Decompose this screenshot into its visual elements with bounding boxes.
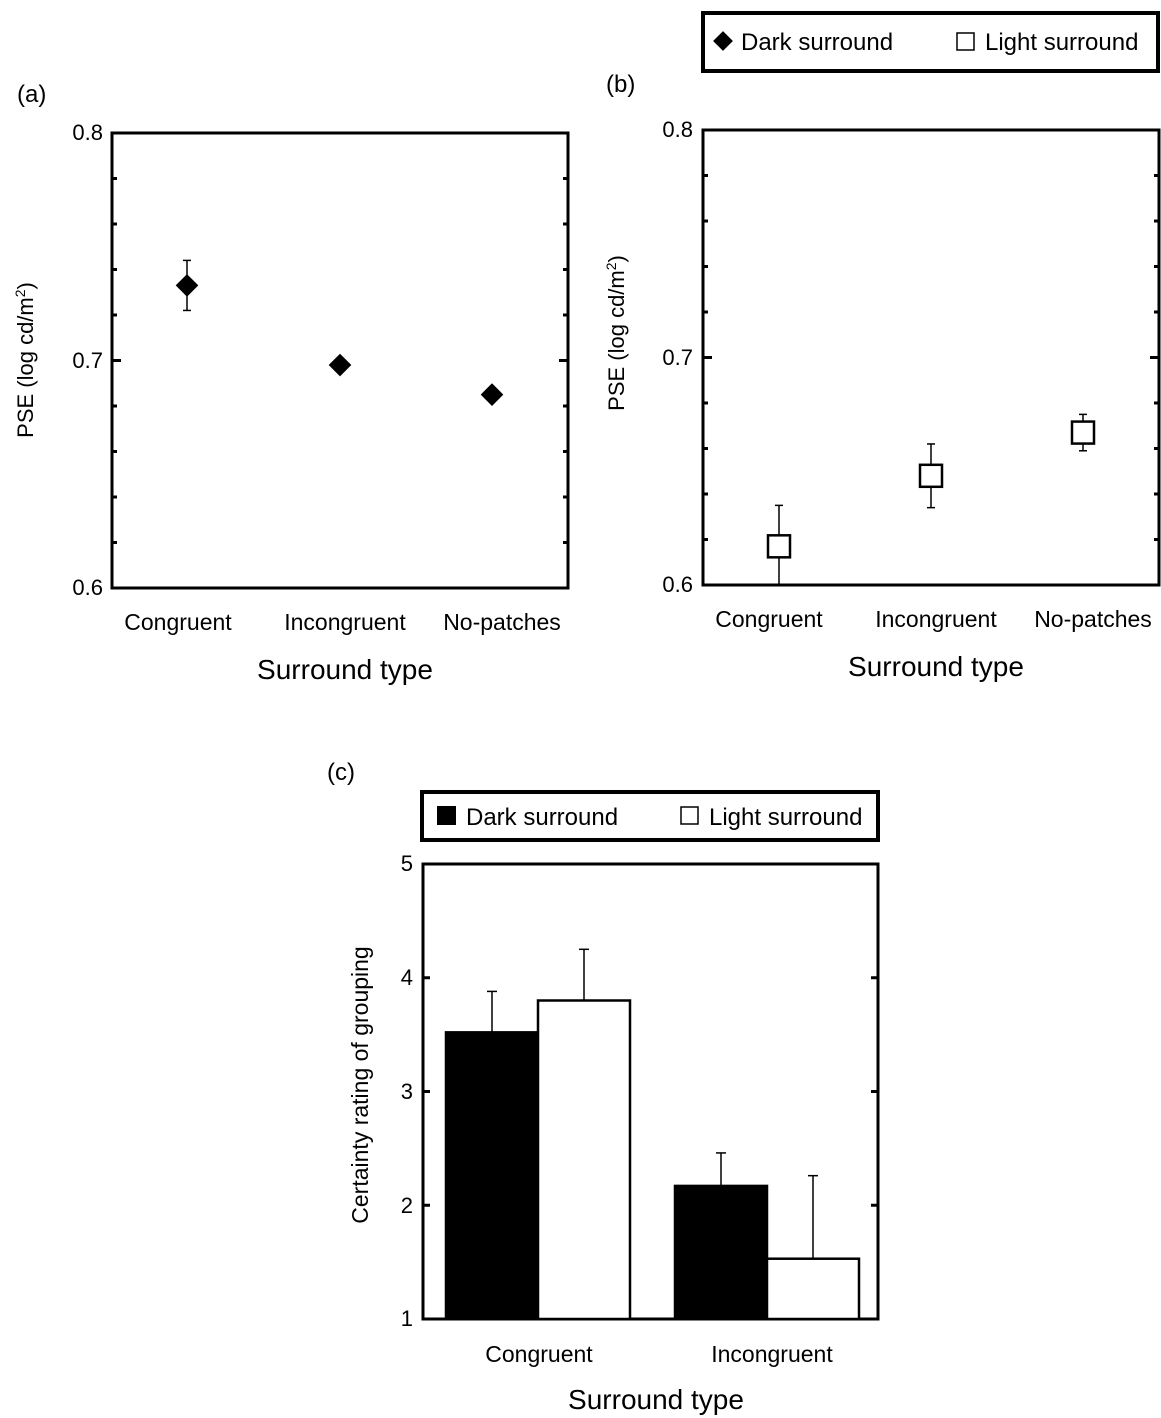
- panel-c-legend-box: [420, 790, 880, 842]
- legend-light-surround-label: Light surround: [709, 804, 862, 831]
- light-surround-square-point: [918, 463, 944, 489]
- panel-a-ticks: [112, 131, 568, 590]
- panel-c-xtick-label: Congruent: [485, 1341, 593, 1367]
- panel-c-marks: [444, 948, 861, 1321]
- panel-b-ytick-label: 0.6: [662, 572, 693, 597]
- panel-a-ytick-label: 0.7: [72, 348, 103, 373]
- panel-c-legend: Dark surround Light surround: [420, 790, 880, 842]
- panel-a-ytick-label: 0.6: [72, 575, 103, 600]
- panel-a-x-axis-label: Surround type: [257, 654, 433, 685]
- dark-surround-bar: [673, 1184, 769, 1321]
- panel-b-y-axis-label: PSE (log cd/m2): [603, 255, 629, 411]
- panel-a-xtick-label: No-patches: [443, 609, 561, 635]
- panel-b-xtick-label: Incongruent: [875, 606, 997, 632]
- light-surround-bar: [536, 999, 632, 1321]
- dark-surround-diamond-point: [175, 274, 199, 297]
- panel-a: (a) 0.8 0.7 0.6 PSE (log cd/m2) Congruen…: [12, 81, 570, 685]
- panel-b-x-axis-label: Surround type: [848, 651, 1024, 682]
- panel-a-xtick-label: Incongruent: [284, 609, 406, 635]
- panel-c-label: (c): [327, 759, 355, 786]
- legend-light-swatch-icon: [680, 806, 699, 825]
- panel-b-plot-frame: [701, 128, 1161, 587]
- light-surround-square-point: [1070, 420, 1096, 445]
- panel-a-ytick-label: 0.8: [72, 120, 103, 145]
- legend-dark-swatch-icon: [437, 806, 456, 825]
- panel-a-label: (a): [17, 81, 46, 108]
- panel-c-ytick-label: 3: [401, 1079, 413, 1104]
- panel-c-ytick-label: 1: [401, 1306, 413, 1331]
- panel-b-marks: [766, 413, 1096, 585]
- dark-surround-bar: [444, 1031, 540, 1321]
- panel-b-ytick-label: 0.7: [662, 345, 693, 370]
- panel-c-ytick-label: 5: [401, 851, 413, 876]
- panel-c-xtick-label: Incongruent: [711, 1341, 833, 1367]
- panel-c-ytick-label: 4: [401, 965, 413, 990]
- legend-dark-surround-label: Dark surround: [466, 804, 618, 831]
- panel-c-ytick-label: 2: [401, 1193, 413, 1218]
- legend-light-square-icon: [956, 32, 975, 51]
- panel-b-ytick-label: 0.8: [662, 117, 693, 142]
- panel-b-legend: Dark surround Light surround: [701, 11, 1160, 73]
- panel-c-x-axis-label: Surround type: [568, 1384, 744, 1415]
- panel-b-label: (b): [606, 71, 635, 98]
- light-surround-bar: [765, 1257, 861, 1321]
- legend-light-surround-label: Light surround: [985, 29, 1138, 56]
- panel-b-xtick-label: Congruent: [715, 606, 823, 632]
- panel-c: (c) Dark surround Light surround 5 4 3 2…: [327, 759, 880, 1415]
- panel-c-y-axis-label: Certainty rating of grouping: [347, 946, 373, 1223]
- panel-a-marks: [175, 259, 504, 406]
- panel-b-legend-box: [701, 11, 1160, 73]
- panel-a-xtick-label: Congruent: [124, 609, 232, 635]
- legend-dark-surround-label: Dark surround: [741, 29, 893, 56]
- panel-b-xtick-label: No-patches: [1034, 606, 1152, 632]
- dark-surround-diamond-point: [328, 353, 352, 377]
- panel-a-y-axis-label: PSE (log cd/m2): [12, 282, 38, 438]
- panel-b: (b) Dark surround Light surround 0.8 0.7…: [603, 11, 1161, 682]
- dark-surround-diamond-point: [480, 383, 504, 406]
- panel-c-ticks: [423, 976, 878, 1207]
- panel-b-ticks: [703, 128, 1159, 587]
- light-surround-square-point: [766, 534, 792, 559]
